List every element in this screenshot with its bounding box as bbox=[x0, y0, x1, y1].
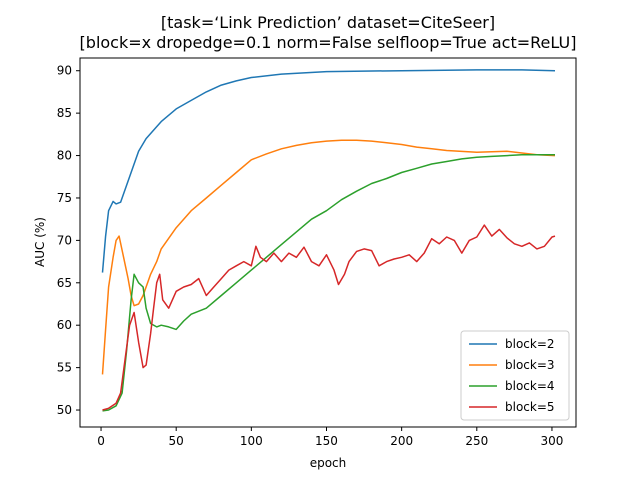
x-tick-label: 150 bbox=[315, 434, 338, 448]
series-line-4 bbox=[102, 224, 556, 411]
legend-label-2: block=3 bbox=[505, 358, 555, 372]
x-tick-label: 0 bbox=[97, 434, 105, 448]
y-tick-label: 50 bbox=[57, 403, 72, 417]
y-tick-label: 55 bbox=[57, 361, 72, 375]
legend-box bbox=[460, 330, 570, 421]
x-tick-label: 300 bbox=[540, 434, 563, 448]
y-tick-label: 75 bbox=[57, 191, 72, 205]
x-axis: 0 50 100 150 200 250 300 bbox=[97, 427, 563, 448]
series-layer bbox=[101, 69, 556, 412]
series-line-2 bbox=[101, 139, 556, 375]
y-tick-label: 60 bbox=[57, 318, 72, 332]
x-axis-label: epoch bbox=[310, 456, 347, 470]
y-axis: 50 55 60 65 70 75 80 85 90 bbox=[57, 64, 80, 417]
y-tick-label: 90 bbox=[57, 64, 72, 78]
y-tick-label: 65 bbox=[57, 276, 72, 290]
plot-frame bbox=[79, 57, 577, 428]
chart-title-line-2: [block=x dropedge=0.1 norm=False selfloo… bbox=[80, 33, 577, 52]
chart-title-line-1: [task=‘Link Prediction’ dataset=CiteSeer… bbox=[161, 13, 495, 32]
x-tick-label: 100 bbox=[240, 434, 263, 448]
y-tick-label: 85 bbox=[57, 106, 72, 120]
legend-label-3: block=4 bbox=[505, 379, 555, 393]
series-line-1 bbox=[101, 69, 556, 273]
y-axis-label: AUC (%) bbox=[33, 217, 47, 267]
x-tick-label: 250 bbox=[465, 434, 488, 448]
x-tick-label: 200 bbox=[390, 434, 413, 448]
x-tick-label: 50 bbox=[169, 434, 184, 448]
legend-label-4: block=5 bbox=[505, 400, 555, 414]
y-tick-label: 80 bbox=[57, 149, 72, 163]
y-tick-label: 70 bbox=[57, 233, 72, 247]
legend: block=2 block=3 block=4 block=5 bbox=[460, 330, 570, 421]
legend-label-1: block=2 bbox=[505, 337, 555, 351]
series-line-3 bbox=[102, 153, 555, 412]
